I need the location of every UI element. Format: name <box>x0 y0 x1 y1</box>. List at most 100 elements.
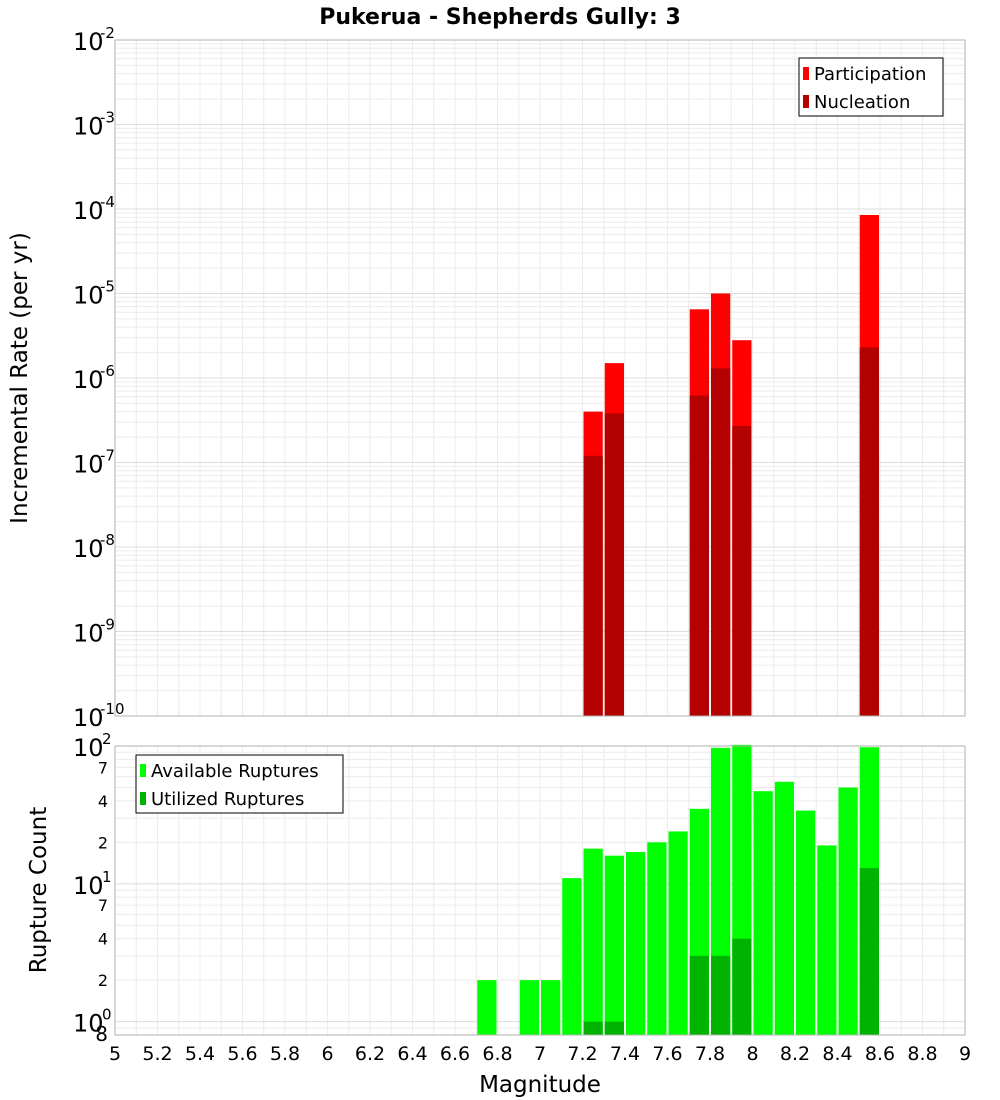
bottom-y-minor-tick: 2 <box>98 833 108 852</box>
bottom-bar <box>604 1021 624 1035</box>
bottom-bar <box>838 787 858 1035</box>
top-y-tick-exp: -4 <box>100 193 115 211</box>
top-bar <box>583 455 603 716</box>
bottom-y-tick-base: 10 <box>73 872 104 900</box>
top-bar <box>711 368 731 716</box>
top-legend-swatch <box>803 67 809 80</box>
top-y-tick-base: 10 <box>73 28 104 56</box>
bottom-legend-label: Utilized Ruptures <box>151 789 304 810</box>
x-tick-label: 8.8 <box>907 1043 937 1065</box>
bottom-y-tick-exp: 0 <box>102 1006 112 1024</box>
chart-title: Pukerua - Shepherds Gully: 3 <box>319 5 681 30</box>
x-tick-label: 5.4 <box>185 1043 215 1065</box>
bottom-bar <box>859 868 879 1035</box>
top-y-tick-base: 10 <box>73 113 104 141</box>
x-tick-label: 7.4 <box>610 1043 640 1065</box>
bottom-y-tick-label: 102 <box>73 730 112 762</box>
top-y-tick-label: 10-3 <box>73 109 115 141</box>
x-tick-label: 7.2 <box>567 1043 597 1065</box>
bottom-y-minor-tick: 7 <box>98 758 108 777</box>
x-tick-label: 8.4 <box>822 1043 852 1065</box>
top-y-tick-base: 10 <box>73 197 104 225</box>
top-legend-label: Nucleation <box>814 92 910 113</box>
x-tick-label: 6.6 <box>440 1043 470 1065</box>
top-y-tick-exp: -6 <box>100 362 115 380</box>
bottom-bar <box>562 878 582 1035</box>
bottom-bar <box>604 855 624 1035</box>
bottom-bar <box>796 810 816 1035</box>
x-tick-label: 5 <box>109 1043 121 1065</box>
x-tick-label: 8.6 <box>865 1043 895 1065</box>
bottom-bar <box>774 781 794 1035</box>
bottom-legend-swatch <box>140 792 146 805</box>
bottom-bar <box>583 848 603 1035</box>
top-bar <box>604 413 624 716</box>
top-y-tick-exp: -7 <box>100 447 115 465</box>
top-y-tick-base: 10 <box>73 535 104 563</box>
top-plot-frame <box>114 39 966 717</box>
x-tick-label: 8.2 <box>780 1043 810 1065</box>
bottom-legend-box <box>135 754 344 814</box>
top-y-tick-label: 10-4 <box>73 193 115 225</box>
bottom-y-minor-tick: 4 <box>98 792 108 811</box>
bottom-y-minor-tick: 8 <box>95 1022 108 1046</box>
top-y-tick-base: 10 <box>73 451 104 479</box>
bottom-y-tick-base: 10 <box>73 1010 104 1038</box>
bottom-bar <box>753 791 773 1035</box>
top-y-tick-base: 10 <box>73 282 104 310</box>
top-y-tick-label: 10-8 <box>73 531 115 563</box>
top-legend-label: Participation <box>814 64 926 85</box>
bottom-bar <box>689 955 709 1035</box>
top-grid <box>114 40 966 717</box>
bottom-y-minor-tick: 2 <box>98 971 108 990</box>
bottom-legend-label: Available Ruptures <box>151 761 319 782</box>
bottom-bar <box>732 938 752 1035</box>
bottom-y-tick-label: 101 <box>73 868 112 900</box>
bottom-y-axis-label: Rupture Count <box>26 807 52 973</box>
bottom-bar <box>541 980 561 1035</box>
top-bar <box>859 347 879 716</box>
bottom-legend-swatch <box>140 764 146 777</box>
x-tick-label: 6.4 <box>397 1043 427 1065</box>
top-y-tick-label: 10-6 <box>73 362 115 394</box>
top-y-tick-exp: -8 <box>100 531 115 549</box>
bottom-y-tick-exp: 1 <box>102 868 112 886</box>
top-legend-box <box>798 57 944 117</box>
x-tick-label: 7.6 <box>652 1043 682 1065</box>
x-tick-label: 7 <box>534 1043 546 1065</box>
top-y-tick-exp: -5 <box>100 278 115 296</box>
bottom-series-b <box>583 868 879 1035</box>
x-tick-label: 5.8 <box>270 1043 300 1065</box>
top-y-tick-label: 10-5 <box>73 278 115 310</box>
x-tick-label: 9 <box>959 1043 971 1065</box>
top-y-axis-label: Incremental Rate (per yr) <box>7 232 33 524</box>
x-tick-label: 6.2 <box>355 1043 385 1065</box>
bottom-bar <box>817 845 837 1035</box>
bottom-bar <box>626 852 646 1035</box>
top-legend: Participation Nucleation <box>798 57 944 117</box>
top-y-tick-exp: -3 <box>100 109 115 127</box>
top-y-tick-base: 10 <box>73 366 104 394</box>
top-bar <box>689 395 709 716</box>
top-y-tick-label: 10-7 <box>73 447 115 479</box>
bottom-y-minor-tick: 7 <box>98 896 108 915</box>
bottom-legend: Available Ruptures Utilized Ruptures <box>135 754 344 814</box>
x-tick-label: 6.8 <box>482 1043 512 1065</box>
bottom-bar <box>477 980 497 1035</box>
top-bar <box>732 426 752 716</box>
bottom-bar <box>711 955 731 1035</box>
bottom-bar <box>583 1021 603 1035</box>
x-tick-label: 5.6 <box>227 1043 257 1065</box>
top-legend-swatch <box>803 95 809 108</box>
bottom-y-tick-label: 100 <box>73 1006 112 1038</box>
bottom-y-tick-base: 10 <box>73 734 104 762</box>
top-y-tick-base: 10 <box>73 704 104 732</box>
top-y-tick-label: 10-2 <box>73 24 115 56</box>
top-y-tick-base: 10 <box>73 620 104 648</box>
bottom-bar <box>519 980 539 1035</box>
x-tick-label: 5.2 <box>142 1043 172 1065</box>
top-y-tick-label: 10-9 <box>73 616 115 648</box>
x-tick-label: 7.8 <box>695 1043 725 1065</box>
x-axis-label: Magnitude <box>479 1072 601 1098</box>
